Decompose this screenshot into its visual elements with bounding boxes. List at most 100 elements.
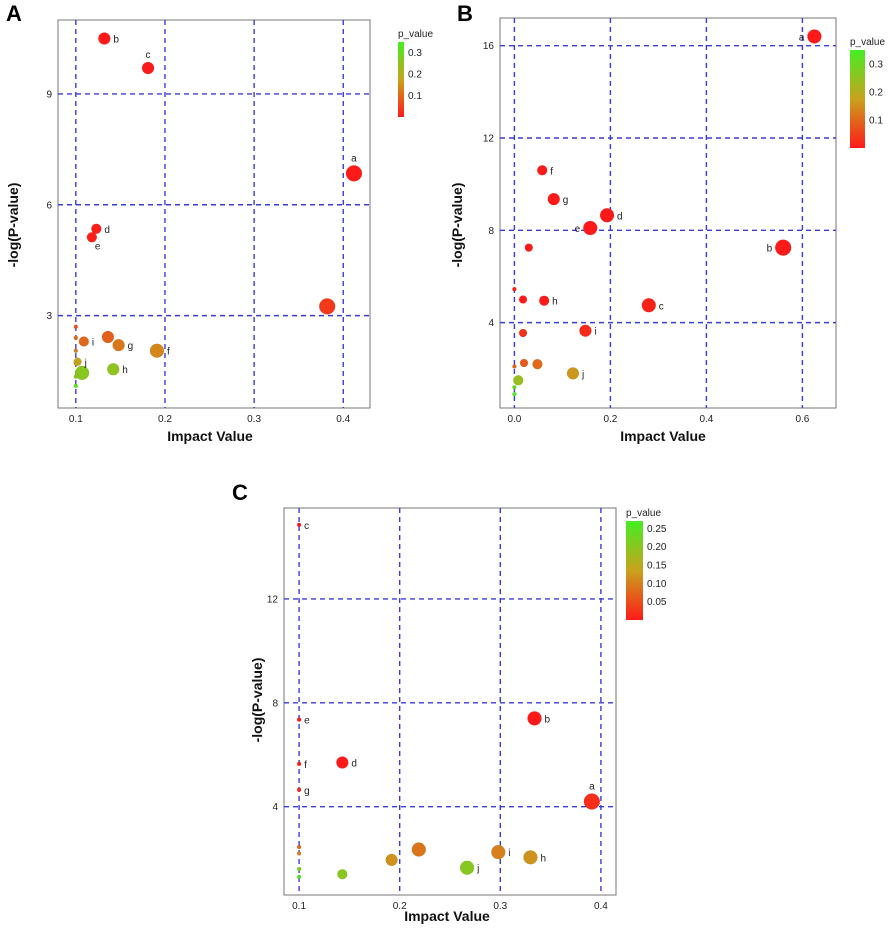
- point-label: g: [304, 786, 310, 797]
- point-label: a: [799, 32, 805, 43]
- point-label: d: [617, 211, 623, 222]
- point-label: h: [122, 365, 128, 376]
- data-point: [73, 383, 79, 389]
- data-point: [73, 324, 79, 329]
- legend-tick-label: 0.3: [408, 48, 422, 59]
- chart-a-ylabel: -log(P-value): [5, 183, 21, 268]
- x-tick-label: 0.4: [336, 414, 350, 425]
- legend-tick-label: 0.10: [647, 579, 667, 590]
- point-label: b: [767, 244, 773, 255]
- y-tick-label: 9: [46, 89, 52, 100]
- data-point: [385, 853, 398, 867]
- legend-tick-label: 0.2: [408, 70, 422, 81]
- data-point-d: [336, 756, 349, 769]
- legend-tick-label: 0.1: [869, 116, 883, 127]
- data-point-i: [491, 844, 506, 860]
- point-label: j: [84, 358, 87, 369]
- chart-b-xlabel: Impact Value: [620, 428, 706, 444]
- x-tick-label: 0.4: [594, 901, 608, 912]
- data-point-h: [538, 295, 550, 306]
- data-point-f: [536, 165, 548, 176]
- data-point-b: [98, 32, 111, 45]
- chart-a-xlabel: Impact Value: [167, 428, 253, 444]
- data-point-h: [107, 362, 120, 376]
- x-tick-label: 0.0: [507, 414, 521, 425]
- point-label: e: [95, 241, 101, 252]
- data-point: [296, 851, 302, 856]
- data-point: [411, 842, 427, 857]
- data-point-g: [296, 787, 302, 793]
- chart-c-legend: p_value 0.05 0.10 0.15 0.20 0.25: [626, 508, 667, 620]
- data-point-a: [807, 29, 822, 44]
- y-tick-label: 12: [267, 594, 279, 605]
- panel-letter-b: B: [457, 1, 473, 26]
- chart-b-ylabel: -log(P-value): [449, 183, 465, 268]
- point-label: i: [508, 848, 510, 859]
- data-point-c: [296, 522, 302, 528]
- data-point: [296, 866, 302, 872]
- point-label: a: [351, 153, 357, 164]
- legend-title: p_value: [626, 508, 661, 519]
- data-point: [518, 295, 528, 304]
- data-point: [73, 361, 79, 366]
- y-tick-label: 8: [272, 698, 278, 709]
- data-point-i: [579, 324, 592, 337]
- panel-c: C 0.1 0.2 0.3 0.4 4 8 12 c b e d f g a i h j Impact Valu…: [232, 480, 667, 924]
- point-label: d: [104, 225, 110, 236]
- chart-c-plot: 0.1 0.2 0.3 0.4 4 8 12 c b e d f g a i h j: [267, 507, 617, 912]
- y-tick-label: 16: [483, 41, 495, 52]
- point-label: e: [304, 716, 310, 727]
- chart-c-ylabel: -log(P-value): [249, 658, 265, 743]
- plot-frame: [283, 507, 617, 896]
- legend-tick-label: 0.3: [869, 60, 883, 71]
- point-label: i: [594, 327, 596, 338]
- data-point-b: [527, 711, 542, 726]
- panel-letter-a: A: [6, 1, 22, 26]
- data-point-a: [345, 165, 363, 182]
- data-point: [73, 348, 79, 353]
- x-tick-label: 0.3: [247, 414, 261, 425]
- data-point: [512, 286, 517, 292]
- data-point: [518, 328, 528, 338]
- point-label: e: [575, 224, 581, 235]
- legend-colorbar: [850, 50, 865, 148]
- point-label: i: [92, 337, 94, 348]
- legend-tick-label: 0.2: [869, 88, 883, 99]
- panel-letter-c: C: [232, 480, 248, 505]
- data-point-c: [141, 61, 155, 75]
- data-point-h: [523, 850, 538, 865]
- data-point: [296, 874, 302, 880]
- panel-a: A 0.1 0.2 0.3 0.4 3 6 9 b c a de i g f j h Impact Value…: [5, 1, 433, 444]
- y-tick-label: 8: [488, 226, 494, 237]
- point-label: b: [545, 714, 551, 725]
- legend-tick-label: 0.1: [408, 91, 422, 102]
- y-tick-label: 3: [46, 311, 52, 322]
- point-label: j: [476, 864, 479, 875]
- data-point: [318, 298, 336, 315]
- data-point-g: [112, 338, 125, 352]
- data-point: [337, 868, 348, 880]
- point-label: d: [351, 759, 357, 770]
- legend-colorbar: [626, 521, 643, 620]
- plot-frame: [57, 19, 371, 409]
- data-point-e: [86, 232, 98, 243]
- data-point: [512, 384, 517, 390]
- data-point: [512, 375, 524, 386]
- chart-c-xlabel: Impact Value: [404, 908, 490, 924]
- legend-tick-label: 0.05: [647, 597, 667, 608]
- data-point: [532, 358, 543, 370]
- data-point-a: [583, 793, 601, 810]
- chart-a-legend: p_value 0.1 0.2 0.3: [398, 29, 433, 117]
- legend-colorbar: [398, 42, 404, 117]
- data-point-e: [582, 220, 598, 236]
- data-point: [524, 243, 534, 252]
- point-label: f: [167, 347, 170, 358]
- data-point-b: [774, 239, 792, 256]
- x-tick-label: 0.1: [292, 901, 306, 912]
- point-label: j: [581, 369, 584, 380]
- legend-title: p_value: [850, 37, 885, 48]
- point-label: a: [589, 781, 595, 792]
- data-point-j: [566, 367, 580, 380]
- data-point: [74, 365, 90, 381]
- data-point-d: [91, 223, 102, 235]
